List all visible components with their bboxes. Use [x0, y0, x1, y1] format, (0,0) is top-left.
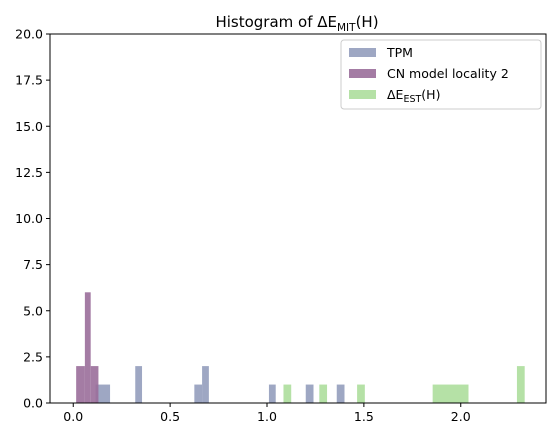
- legend-label-2-sub: EST: [403, 94, 421, 105]
- chart-title-sub: MIT: [337, 22, 356, 34]
- legend-swatch-1: [349, 69, 376, 78]
- y-tick-label-4: 10.0: [15, 211, 43, 226]
- histogram-bar-s0-b5: [305, 384, 314, 403]
- histogram-bar-s2-b3: [432, 384, 469, 403]
- legend-label-1-name: CN model locality 2: [387, 66, 509, 81]
- bars-layer: [76, 292, 525, 403]
- histogram-bar-s2-b4: [516, 366, 525, 403]
- chart-title: Histogram of ΔEMIT(H): [215, 13, 378, 34]
- x-tick-label-1: 0.5: [160, 409, 180, 424]
- x-tick-label-0: 0.0: [63, 409, 83, 424]
- y-tick-label-1: 2.5: [23, 349, 43, 364]
- y-tick-label-0: 0.0: [23, 396, 43, 411]
- legend-swatch-0: [349, 48, 376, 57]
- legend-label-0: TPM: [386, 45, 413, 60]
- legend-label-2-suffix: (H): [421, 87, 440, 102]
- histogram-bar-s2-b0: [283, 384, 292, 403]
- histogram-bar-s0-b3: [202, 366, 209, 403]
- x-tick-label-4: 2.0: [451, 409, 471, 424]
- legend-box: [340, 39, 542, 110]
- histogram-bar-s1-b1: [84, 292, 91, 403]
- histogram-bar-s0-b0: [95, 384, 111, 403]
- histogram-bar-s1-b2: [90, 366, 99, 403]
- chart-title-prefix: Histogram of ΔE: [215, 13, 337, 31]
- y-tick-label-5: 12.5: [15, 165, 43, 180]
- legend-label-2-name: ΔE: [387, 87, 404, 102]
- legend-label-0-name: TPM: [386, 45, 413, 60]
- legend-swatch-2: [349, 90, 376, 99]
- legend-label-1: CN model locality 2: [387, 66, 509, 81]
- histogram-bar-s0-b6: [336, 384, 345, 403]
- histogram-bar-s0-b4: [268, 384, 276, 403]
- y-tick-label-2: 5.0: [23, 303, 43, 318]
- y-tick-label-6: 15.0: [15, 119, 43, 134]
- axes-layer: 0.0 0.5 1.0 1.5 2.0 0.0 2.5 5.0 7.5 10.0 12.5 15.0 1…: [15, 27, 547, 424]
- chart-legend: TPM CN model locality 2 ΔEEST(H): [340, 39, 542, 110]
- histogram-bar-s2-b2: [357, 384, 365, 403]
- y-tick-label-7: 17.5: [15, 73, 43, 88]
- histogram-bar-s2-b1: [319, 384, 328, 403]
- x-tick-label-2: 1.0: [257, 409, 277, 424]
- x-tick-label-3: 1.5: [354, 409, 374, 424]
- y-tick-label-8: 20.0: [15, 27, 43, 42]
- y-tick-label-3: 7.5: [23, 257, 43, 272]
- histogram-bar-s1-b0: [76, 366, 85, 403]
- histogram-bar-s0-b2: [194, 384, 203, 403]
- chart-title-suffix: (H): [356, 13, 379, 31]
- legend-label-2: ΔEEST(H): [387, 87, 440, 105]
- histogram-bar-s0-b1: [135, 366, 143, 403]
